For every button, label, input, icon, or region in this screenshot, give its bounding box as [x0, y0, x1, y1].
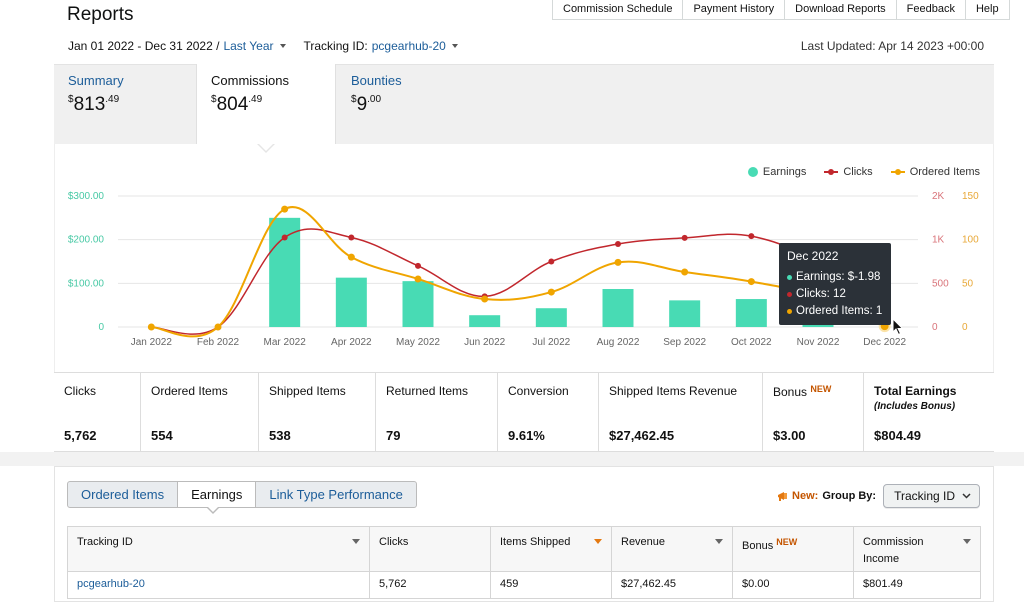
tracking-id-cell[interactable]: pcgearhub-20 — [68, 572, 370, 598]
stat-total-earnings: Total Earnings (Includes Bonus) $804.49 — [874, 384, 957, 443]
group-by-select[interactable]: Tracking ID — [883, 484, 980, 508]
period-dropdown[interactable]: Last Year — [223, 39, 286, 53]
tab-bounties[interactable]: Bounties $9.00 — [337, 64, 477, 144]
active-report-tab-pointer — [206, 506, 220, 514]
page-title: Reports — [67, 4, 134, 25]
clicks-swatch-icon — [824, 169, 839, 175]
tracking-id-value: pcgearhub-20 — [371, 39, 446, 53]
earnings-swatch-icon — [747, 167, 758, 177]
new-badge: NEW — [776, 537, 798, 547]
help-link[interactable]: Help — [964, 0, 1010, 20]
tab-ordered-items[interactable]: Ordered Items — [68, 482, 179, 507]
stat-clicks: Clicks 5,762 — [54, 373, 141, 451]
stat-ordered-items: Ordered Items 554 — [141, 373, 259, 451]
tooltip-earnings-row: Earnings: $-1.98 — [787, 269, 883, 286]
bonus-cell: $0.00 — [733, 572, 854, 598]
section-divider — [0, 452, 1024, 466]
legend-earnings[interactable]: Earnings — [747, 166, 806, 178]
col-items-shipped[interactable]: Items Shipped — [491, 527, 612, 571]
active-tab-pointer — [257, 143, 275, 153]
summary-amount: $813.49 — [68, 94, 120, 115]
commissions-amount: $804.49 — [211, 94, 263, 115]
sort-icon — [715, 539, 723, 544]
stat-returned-items: Returned Items 79 — [376, 373, 498, 451]
group-by-control: New: Group By: Tracking ID — [777, 484, 980, 508]
tooltip-ordered-row: Ordered Items: 1 — [787, 303, 883, 320]
col-bonus[interactable]: Bonus NEW — [733, 527, 854, 571]
tooltip-clicks-row: Clicks: 12 — [787, 286, 883, 303]
date-range-text: Jan 01 2022 - Dec 31 2022 / — [68, 39, 220, 53]
chevron-down-icon — [279, 44, 286, 49]
commission-schedule-link[interactable]: Commission Schedule — [552, 0, 683, 20]
tooltip-title: Dec 2022 — [787, 249, 839, 263]
stats-bar: Clicks 5,762 Ordered Items 554 Shipped Ite… — [54, 372, 994, 452]
earnings-table: Tracking ID Clicks Items Shipped Revenue… — [67, 526, 981, 599]
chart-legend: Earnings Clicks Ordered Items — [747, 166, 980, 178]
last-updated: Last Updated: Apr 14 2023 +00:00 — [800, 39, 984, 53]
items-shipped-cell: 459 — [491, 572, 612, 598]
stat-shipped-revenue: Shipped Items Revenue $27,462.45 — [599, 373, 763, 451]
new-badge: NEW — [810, 384, 832, 394]
left-margin — [0, 0, 54, 602]
sort-icon — [963, 539, 971, 544]
tab-link-type-performance[interactable]: Link Type Performance — [269, 487, 403, 502]
megaphone-icon — [778, 492, 788, 501]
col-commission-income[interactable]: Commission Income — [854, 527, 980, 571]
legend-ordered-items[interactable]: Ordered Items — [890, 166, 980, 178]
sort-icon — [594, 539, 602, 544]
group-by-label: Group By: — [822, 490, 877, 502]
tab-summary-label: Summary — [68, 73, 124, 88]
tracking-id-label: Tracking ID: — [303, 39, 368, 53]
stat-bonus: Bonus NEW $3.00 — [763, 373, 864, 451]
stat-shipped-items: Shipped Items 538 — [259, 373, 376, 451]
tab-earnings[interactable]: Earnings — [178, 482, 257, 507]
payment-history-link[interactable]: Payment History — [682, 0, 785, 20]
period-label: Last Year — [223, 39, 274, 53]
legend-clicks[interactable]: Clicks — [824, 166, 873, 178]
ordered-items-swatch-icon — [890, 169, 905, 175]
col-tracking-id[interactable]: Tracking ID — [68, 527, 370, 571]
clicks-cell: 5,762 — [370, 572, 491, 598]
tab-commissions[interactable]: Commissions $804.49 — [196, 64, 336, 146]
commission-income-cell: $801.49 — [863, 578, 903, 590]
tab-summary[interactable]: Summary $813.49 — [54, 64, 196, 144]
download-reports-link[interactable]: Download Reports — [784, 0, 896, 20]
filters-bar: Jan 01 2022 - Dec 31 2022 / Last Year Tr… — [68, 39, 458, 53]
table-row: pcgearhub-20 5,762 459 $27,462.45 $0.00 … — [68, 572, 980, 598]
feedback-link[interactable]: Feedback — [895, 0, 965, 20]
chevron-down-icon — [451, 44, 458, 49]
tab-bounties-label: Bounties — [351, 73, 402, 88]
col-revenue[interactable]: Revenue — [612, 527, 733, 571]
revenue-cell: $27,462.45 — [612, 572, 733, 598]
report-tabs: Ordered Items Earnings Link Type Perform… — [67, 481, 417, 508]
top-nav: Commission Schedule Payment History Down… — [552, 0, 1010, 20]
tab-commissions-label: Commissions — [211, 73, 290, 88]
new-label: New: — [792, 490, 819, 502]
right-margin — [994, 0, 1024, 602]
sort-icon — [352, 539, 360, 544]
mouse-cursor-icon — [892, 318, 904, 336]
col-clicks[interactable]: Clicks — [370, 527, 491, 571]
chevron-down-icon — [962, 493, 971, 499]
table-header: Tracking ID Clicks Items Shipped Revenue… — [68, 527, 980, 572]
stat-conversion: Conversion 9.61% — [498, 373, 599, 451]
bounties-amount: $9.00 — [351, 94, 382, 115]
tracking-id-dropdown[interactable]: pcgearhub-20 — [372, 39, 458, 53]
chart-tooltip: Dec 2022 Earnings: $-1.98 Clicks: 12 Ord… — [779, 243, 891, 325]
